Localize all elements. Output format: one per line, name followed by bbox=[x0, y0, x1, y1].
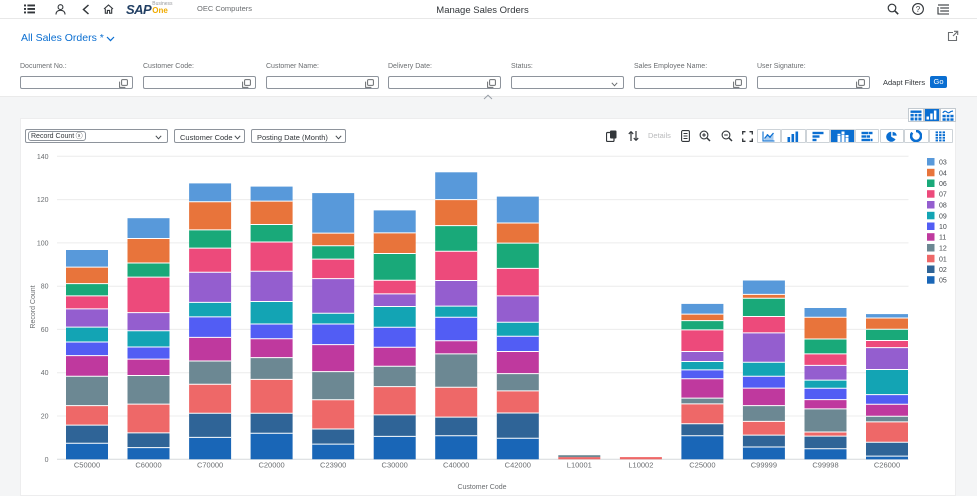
svg-text:C20000: C20000 bbox=[258, 461, 284, 470]
svg-text:02: 02 bbox=[939, 267, 947, 274]
svg-text:C99998: C99998 bbox=[812, 461, 838, 470]
svg-text:L10001: L10001 bbox=[567, 461, 592, 470]
svg-text:L10002: L10002 bbox=[628, 461, 653, 470]
svg-text:C50000: C50000 bbox=[74, 461, 100, 470]
svg-text:C60000: C60000 bbox=[135, 461, 161, 470]
svg-text:0: 0 bbox=[45, 457, 49, 464]
svg-text:10: 10 bbox=[939, 224, 947, 231]
svg-text:60: 60 bbox=[41, 327, 49, 334]
svg-text:06: 06 bbox=[939, 181, 947, 188]
svg-text:?: ? bbox=[916, 5, 921, 14]
svg-text:Customer Code: Customer Code bbox=[457, 484, 506, 491]
svg-text:120: 120 bbox=[37, 197, 49, 204]
svg-text:12: 12 bbox=[939, 246, 947, 253]
svg-text:03: 03 bbox=[939, 160, 947, 167]
svg-text:100: 100 bbox=[37, 240, 49, 247]
svg-text:C70000: C70000 bbox=[197, 461, 223, 470]
svg-text:09: 09 bbox=[939, 213, 947, 220]
svg-text:C30000: C30000 bbox=[382, 461, 408, 470]
svg-text:11: 11 bbox=[939, 235, 946, 242]
svg-text:20: 20 bbox=[41, 414, 49, 421]
svg-text:08: 08 bbox=[939, 203, 947, 210]
svg-text:C26000: C26000 bbox=[874, 461, 900, 470]
svg-text:C42000: C42000 bbox=[505, 461, 531, 470]
svg-text:40: 40 bbox=[41, 370, 49, 377]
svg-text:140: 140 bbox=[37, 154, 49, 161]
svg-text:Record Count: Record Count bbox=[30, 285, 37, 328]
svg-text:05: 05 bbox=[939, 278, 947, 285]
svg-text:C23900: C23900 bbox=[320, 461, 346, 470]
svg-text:C99999: C99999 bbox=[751, 461, 777, 470]
svg-text:C25000: C25000 bbox=[689, 461, 715, 470]
svg-text:01: 01 bbox=[939, 256, 947, 263]
svg-text:80: 80 bbox=[41, 284, 49, 291]
svg-text:04: 04 bbox=[939, 170, 947, 177]
svg-text:C40000: C40000 bbox=[443, 461, 469, 470]
svg-text:07: 07 bbox=[939, 192, 947, 199]
